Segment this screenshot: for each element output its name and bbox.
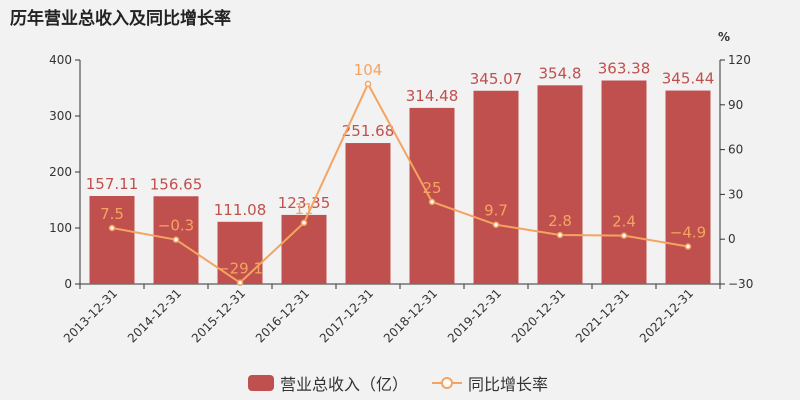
growth-point-label: −29.1: [217, 260, 263, 278]
y-right-unit-label: %: [718, 30, 730, 44]
revenue-bar-label: 314.48: [406, 87, 459, 105]
y-left-tick-label: 300: [49, 109, 72, 123]
x-tick-label: 2013-12-31: [61, 286, 120, 345]
x-tick-label: 2020-12-31: [509, 286, 568, 345]
x-tick-label: 2016-12-31: [253, 286, 312, 345]
y-right-tick-label: 90: [728, 98, 743, 112]
revenue-bar-label: 156.65: [150, 175, 203, 193]
growth-point: [620, 232, 628, 239]
y-left-tick-label: 200: [49, 165, 72, 179]
x-tick-label: 2017-12-31: [317, 286, 376, 345]
revenue-bar: [89, 196, 135, 284]
growth-point-label: 9.7: [484, 202, 508, 220]
growth-point: [428, 198, 436, 206]
revenue-bar-label: 345.07: [470, 70, 523, 88]
bar-swatch-icon: [248, 375, 274, 391]
legend: 营业总收入（亿） 同比增长率: [0, 372, 800, 396]
growth-point: [492, 221, 500, 228]
revenue-bar: [473, 90, 519, 284]
growth-point-label: −4.9: [670, 224, 706, 242]
growth-point: [300, 219, 308, 227]
revenue-bar-label: 354.8: [539, 64, 582, 82]
growth-point-label: 7.5: [100, 205, 124, 223]
growth-line: [111, 81, 689, 284]
growth-point-label: 25: [422, 179, 441, 197]
growth-point: [172, 236, 180, 243]
revenue-bar-label: 123.35: [278, 194, 331, 212]
line-swatch-icon: [432, 375, 462, 391]
growth-point-label: 104: [354, 61, 383, 79]
legend-item-revenue[interactable]: 营业总收入（亿）: [248, 372, 408, 394]
revenue-bar-label: 111.08: [214, 201, 267, 219]
growth-point-label: 11: [294, 200, 313, 218]
legend-label-revenue: 营业总收入（亿）: [280, 375, 409, 394]
chart-title: 历年营业总收入及同比增长率: [10, 9, 231, 29]
y-right-tick-label: 60: [728, 143, 743, 157]
x-tick-label: 2015-12-31: [189, 286, 248, 345]
revenue-bar: [345, 143, 391, 284]
revenue-bar-label: 157.11: [86, 175, 139, 193]
y-right-tick-label: 0: [728, 232, 736, 246]
x-tick-label: 2018-12-31: [381, 286, 440, 345]
growth-point-label: 2.4: [612, 213, 636, 231]
x-tick-label: 2022-12-31: [637, 286, 696, 345]
growth-point: [684, 243, 692, 250]
revenue-bar-label: 251.68: [342, 122, 395, 140]
revenue-bar: [409, 107, 455, 284]
revenue-bar-label: 345.44: [662, 70, 715, 88]
legend-label-growth: 同比增长率: [468, 375, 549, 394]
y-right-tick-label: −30: [728, 277, 753, 291]
y-right-tick-label: 30: [728, 187, 743, 201]
growth-point: [364, 80, 372, 88]
revenue-bar-label: 363.38: [598, 60, 651, 78]
revenue-bar: [665, 90, 711, 285]
y-left-tick-label: 400: [49, 53, 72, 67]
legend-item-growth[interactable]: 同比增长率: [432, 372, 548, 394]
x-tick-label: 2021-12-31: [573, 286, 632, 345]
revenue-bar: [281, 214, 327, 284]
growth-point-label: 2.8: [548, 212, 572, 230]
y-left-tick-label: 0: [64, 277, 72, 291]
x-tick-label: 2019-12-31: [445, 286, 504, 345]
x-tick-label: 2014-12-31: [125, 286, 184, 345]
y-right-tick-label: 120: [728, 53, 751, 67]
growth-point: [556, 231, 564, 239]
growth-point: [108, 224, 116, 232]
revenue-bar: [601, 80, 647, 284]
y-left-tick-label: 100: [49, 221, 72, 235]
revenue-bar: [537, 85, 583, 284]
growth-point-label: −0.3: [158, 217, 194, 235]
growth-point: [236, 279, 244, 286]
